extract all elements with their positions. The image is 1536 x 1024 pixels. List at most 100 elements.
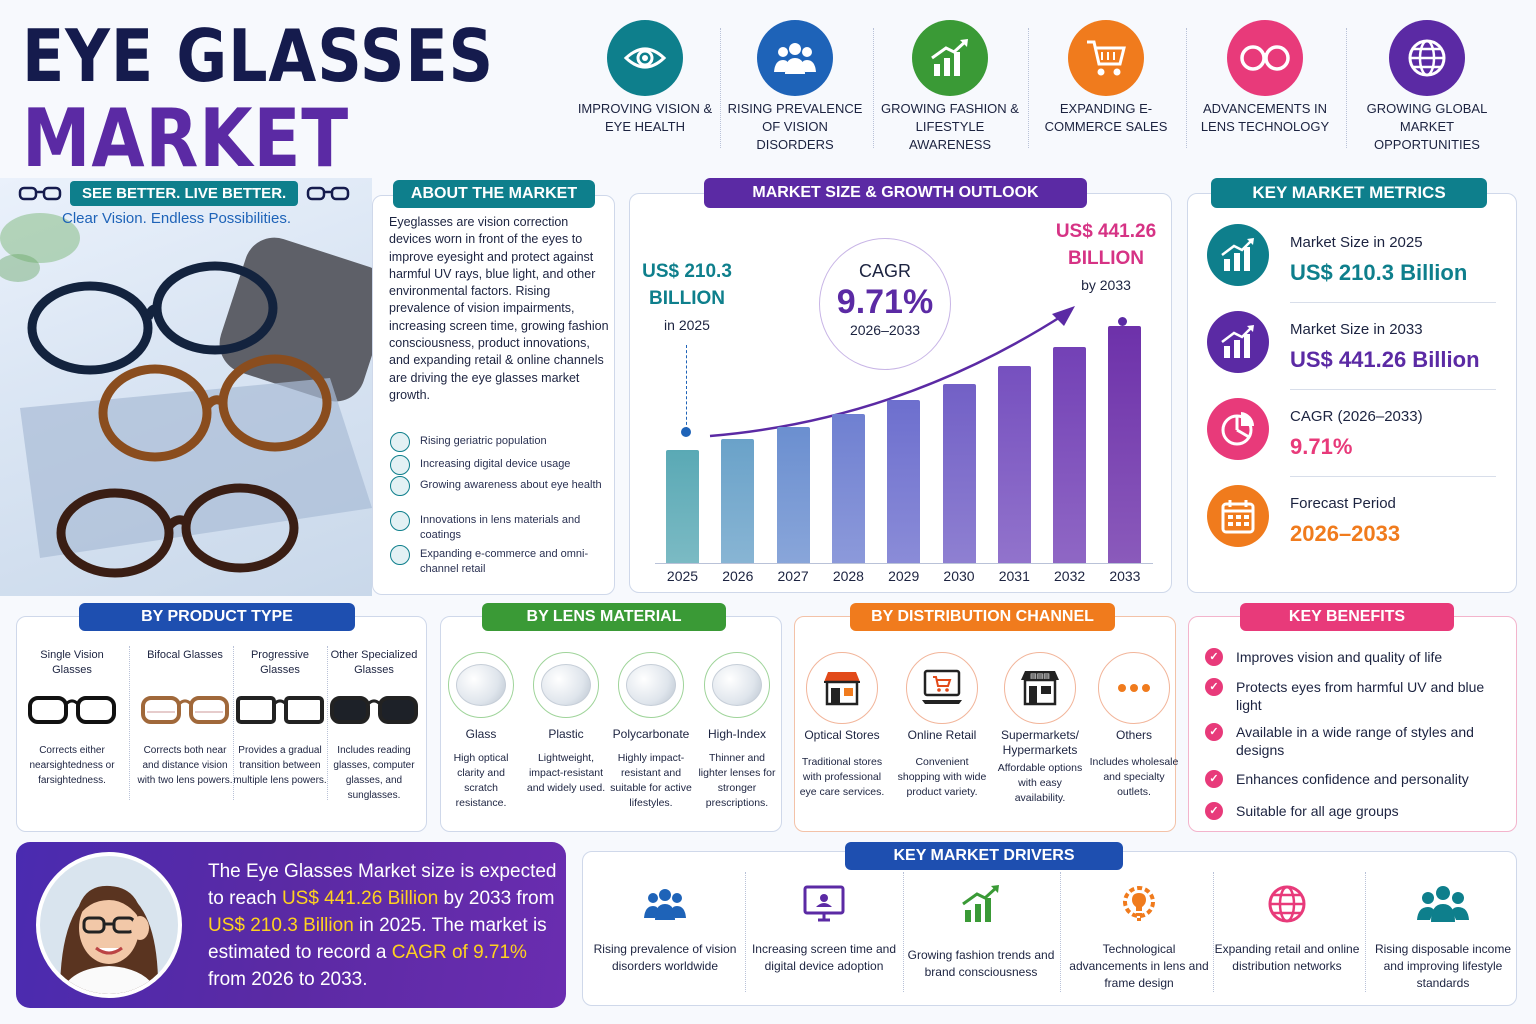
- about-card: [372, 195, 615, 595]
- eye-feature-icon: [607, 20, 683, 96]
- chart-bar: [887, 399, 921, 563]
- about-text: Eyeglasses are vision correction devices…: [389, 215, 609, 402]
- drivers-heading: KEY MARKET DRIVERS: [845, 842, 1123, 870]
- growth-chart-icon: [955, 880, 1007, 928]
- svg-text:▤▤▤: ▤▤▤: [1030, 672, 1050, 680]
- bullet-icon: [390, 476, 410, 496]
- product-desc: Corrects either nearsightedness or farsi…: [29, 745, 115, 786]
- top-feature-label: ADVANCEMENTS IN LENS TECHNOLOGY: [1200, 101, 1330, 134]
- people-icon: [639, 880, 691, 928]
- end-unit: BILLION: [1068, 248, 1144, 269]
- shopping-cart-feature-icon: [1068, 20, 1144, 96]
- x-tick-label: 2028: [832, 568, 864, 584]
- driver-label: Increasing screen time and digital devic…: [751, 942, 897, 973]
- tagline-sub: Clear Vision. Endless Possibilities.: [62, 210, 291, 227]
- shopping-cart-icon: [1087, 40, 1126, 76]
- driver-label: Rising disposable income and improving l…: [1374, 942, 1512, 990]
- chart-title: MARKET SIZE & GROWTH OUTLOOK: [704, 178, 1087, 208]
- end-marker-dot: [1118, 317, 1127, 326]
- divider: [327, 646, 328, 800]
- chart-bar: [776, 427, 810, 563]
- driver-label: Rising prevalence of vision disorders wo…: [593, 942, 737, 973]
- summary-h2: US$ 210.3 Billion: [208, 915, 354, 936]
- divider: [1060, 872, 1061, 992]
- lens-name: Glass: [465, 727, 497, 741]
- lens-desc: Thinner and lighter lenses for stronger …: [698, 752, 776, 809]
- lens-desc: Highly impact-resistant and suitable for…: [610, 752, 692, 809]
- globe-icon: [1408, 39, 1446, 77]
- more-icon: [1098, 652, 1170, 724]
- channel-desc: Includes wholesale and specialty outlets…: [1089, 756, 1179, 798]
- monitor-icon: [798, 880, 850, 928]
- product-desc: Provides a gradual transition between mu…: [233, 745, 327, 786]
- cagr-label: CAGR: [858, 261, 911, 281]
- about-point: Increasing digital device usage: [420, 458, 571, 470]
- glasses-icon: [26, 692, 118, 733]
- glasses-photo: [0, 178, 372, 596]
- laptop-cart-icon: [906, 652, 978, 724]
- metric-label: Forecast Period: [1290, 495, 1396, 512]
- group-icon: [1417, 880, 1469, 928]
- channel-desc: Traditional stores with professional eye…: [799, 756, 885, 798]
- bullet-icon: [390, 545, 410, 565]
- start-unit: BILLION: [649, 288, 725, 309]
- metric-value: US$ 441.26 Billion: [1290, 347, 1480, 372]
- start-marker-dot: [681, 427, 691, 437]
- benefit-item: Enhances confidence and personality: [1236, 771, 1469, 787]
- chart-bar: [831, 414, 865, 563]
- benefit-item: Suitable for all age groups: [1236, 803, 1399, 819]
- channel-name: Online Retail: [907, 728, 977, 742]
- lens-icon: [704, 652, 770, 718]
- growth-arrow: [709, 306, 1075, 438]
- divider: [744, 872, 746, 992]
- start-value: US$ 210.3: [642, 261, 732, 282]
- top-feature-label: RISING PREVALENCE OF VISION DISORDERS: [727, 101, 863, 152]
- cagr-circle: CAGR 9.71% 2026–2033: [819, 238, 951, 370]
- product-name: Progressive Glasses: [250, 649, 310, 676]
- end-value: US$ 441.26: [1055, 221, 1157, 242]
- divider: [1290, 302, 1496, 303]
- about-point: Growing awareness about eye health: [420, 479, 602, 491]
- x-tick-label: 2025: [666, 568, 699, 584]
- about-point: Expanding e-commerce and omni-channel re…: [420, 548, 589, 575]
- divider: [720, 28, 721, 148]
- bar-chart-icon: [1207, 224, 1269, 286]
- driver-label: Growing fashion trends and brand conscio…: [907, 948, 1055, 979]
- metric-value: US$ 210.3 Billion: [1290, 260, 1468, 285]
- benefit-item: Available in a wide range of styles and …: [1236, 724, 1474, 758]
- summary-h3: CAGR of 9.71%: [391, 942, 527, 963]
- x-tick-label: 2026: [722, 568, 754, 584]
- lens-desc: High optical clarity and scratch resista…: [453, 752, 509, 809]
- bar-chart-icon: [1207, 311, 1269, 373]
- about-point: Innovations in lens materials and coatin…: [420, 514, 581, 541]
- divider: [872, 28, 874, 148]
- product-name: Other Specialized Glasses: [330, 649, 418, 676]
- glasses-icon: [18, 186, 62, 201]
- benefits-card: [1188, 616, 1517, 832]
- divider: [1213, 872, 1214, 992]
- metric-label: Market Size in 2033: [1290, 321, 1423, 338]
- lens-name: High-Index: [707, 727, 767, 741]
- supermarket-icon: ▤▤▤: [1004, 652, 1076, 724]
- globe-icon: [1261, 880, 1313, 928]
- glasses-icon: [328, 692, 420, 733]
- metric-value: 2026–2033: [1290, 521, 1401, 546]
- product-desc: Includes reading glasses, computer glass…: [333, 745, 415, 801]
- check-icon: ✓: [1205, 648, 1223, 666]
- start-value-label: US$ 210.3 BILLION in 2025: [632, 258, 742, 338]
- chart-bar: [1108, 326, 1142, 563]
- chart-bar: [1053, 347, 1087, 563]
- lens-icon: [541, 664, 591, 706]
- summary-t4: from 2026 to 2033.: [208, 969, 368, 990]
- growth-chart-icon: [931, 39, 968, 76]
- channel-desc: Convenient shopping with wide product va…: [897, 756, 987, 798]
- cagr-period: 2026–2033: [849, 322, 921, 338]
- about-point: Rising geriatric population: [420, 435, 547, 447]
- bullet-icon: [390, 455, 410, 475]
- product-heading: BY PRODUCT TYPE: [79, 603, 355, 631]
- bullet-icon: [390, 511, 410, 531]
- divider: [1028, 28, 1029, 148]
- summary-t2: by 2033 from: [438, 888, 555, 909]
- divider: [232, 646, 234, 800]
- chart-bar: [666, 450, 699, 563]
